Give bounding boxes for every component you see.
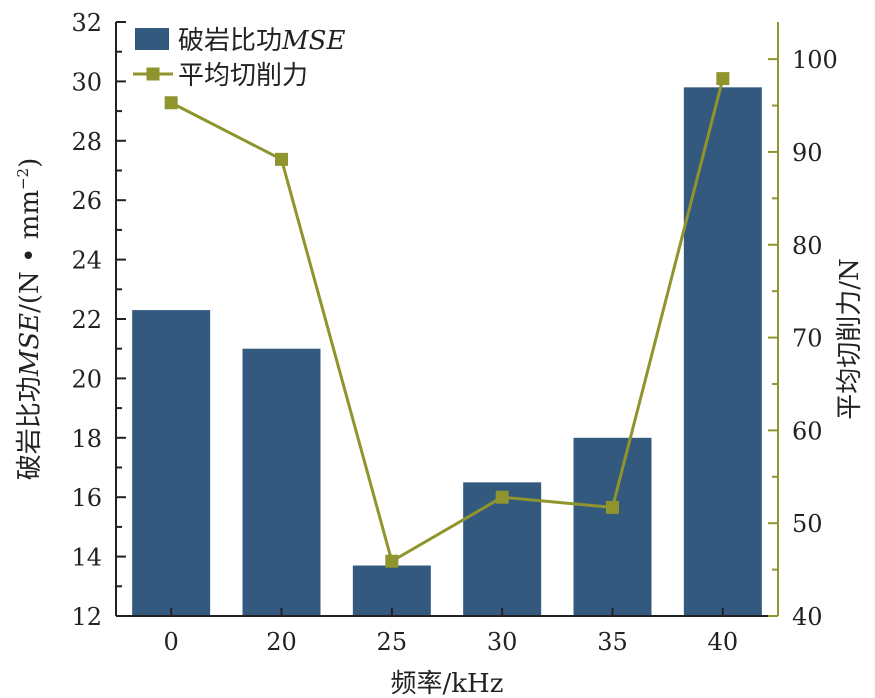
bar-35 — [573, 437, 652, 616]
x-tick-label: 35 — [597, 628, 628, 656]
left-tick-label: 22 — [71, 306, 102, 334]
left-axis-title-close: ) — [15, 158, 45, 168]
left-tick-label: 24 — [71, 247, 102, 275]
left-tick-label: 12 — [71, 603, 102, 631]
left-tick-label: 28 — [71, 128, 102, 156]
right-tick-label: 60 — [792, 417, 823, 445]
bar-30 — [463, 482, 542, 616]
axes-layer: 12 14 16 18 20 22 24 26 28 30 32 40 50 60 70 80 90 100 0 20… — [71, 9, 837, 656]
line-point-20 — [275, 152, 288, 166]
legend-line-label: 平均切削力 — [178, 61, 308, 91]
legend-line-marker — [146, 67, 160, 81]
left-tick-label: 14 — [71, 544, 102, 572]
left-tick-label: 30 — [71, 68, 102, 96]
left-axis-title-italic: MSE — [15, 313, 45, 377]
line-point-35 — [606, 500, 619, 514]
legend-bar-label: 破岩比功MSE — [178, 26, 345, 56]
bar-0 — [132, 310, 211, 616]
left-tick-label: 18 — [71, 425, 102, 453]
left-tick-label: 26 — [71, 187, 102, 215]
x-tick-label: 0 — [164, 628, 179, 656]
x-tick-label: 40 — [708, 628, 739, 656]
bar-20 — [242, 348, 321, 616]
line-point-40 — [716, 72, 730, 86]
x-axis-title: 频率/kHz — [391, 669, 504, 698]
axis-titles: 频率/kHz 破岩比功MSE/(N • mm−2) 平均切削力/N — [14, 158, 865, 698]
bars-layer — [132, 87, 762, 617]
left-axis-title-sup: −2 — [14, 168, 32, 190]
left-axis-title: 破岩比功MSE/(N • mm−2) — [14, 158, 45, 481]
bar-40 — [683, 87, 762, 617]
right-tick-label: 50 — [792, 510, 823, 538]
right-axis-title: 平均切削力/N — [835, 258, 865, 420]
line-cutting-force — [170, 78, 725, 564]
right-tick-label: 90 — [792, 139, 823, 167]
line-point-0 — [164, 96, 178, 110]
left-axis-title-plain: 破岩比功 — [15, 376, 45, 480]
legend-bar-label-plain: 破岩比功 — [178, 26, 282, 56]
line-point-30 — [495, 490, 509, 504]
left-tick-label: 32 — [71, 9, 102, 37]
left-tick-label: 16 — [71, 484, 102, 512]
x-tick-label: 25 — [377, 628, 408, 656]
x-tick-label: 20 — [266, 628, 297, 656]
bar-25 — [352, 565, 431, 616]
right-tick-label: 80 — [792, 232, 823, 260]
legend-bar-label-italic: MSE — [281, 26, 345, 56]
right-tick-label: 70 — [792, 325, 823, 353]
legend-bar-swatch — [135, 28, 169, 50]
right-tick-label: 100 — [792, 46, 838, 74]
x-tick-label: 30 — [487, 628, 518, 656]
right-tick-label: 40 — [792, 603, 823, 631]
left-tick-label: 20 — [71, 365, 102, 393]
line-point-25 — [385, 554, 399, 568]
legend: 破岩比功MSE 平均切削力 — [133, 26, 345, 91]
line-layer — [164, 72, 730, 568]
left-axis-title-unit: /(N • mm — [15, 190, 45, 313]
